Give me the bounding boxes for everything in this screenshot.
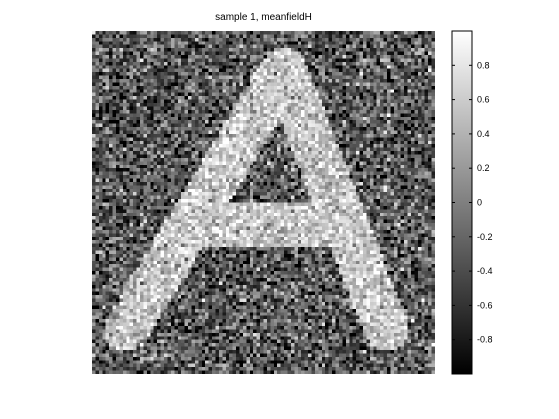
colorbar-tick-label: -0.8 — [477, 335, 493, 345]
colorbar-tick-label: 0.8 — [477, 60, 490, 70]
colorbar-tick-label: -0.6 — [477, 300, 493, 310]
colorbar-tick-label: 0.2 — [477, 163, 490, 173]
heatmap-image — [92, 31, 435, 374]
colorbar: 0.8 0.6 0.4 0.2 0 -0.2 -0.4 -0.6 -0.8 — [451, 30, 493, 375]
colorbar-tick-label: -0.2 — [477, 232, 493, 242]
colorbar-tick-label: 0.6 — [477, 95, 490, 105]
chart-title: sample 1, meanfieldH — [215, 12, 312, 23]
colorbar-tick-label: -0.4 — [477, 266, 493, 276]
colorbar-tick-label: 0 — [477, 198, 482, 208]
colorbar-tick-label: 0.4 — [477, 129, 490, 139]
